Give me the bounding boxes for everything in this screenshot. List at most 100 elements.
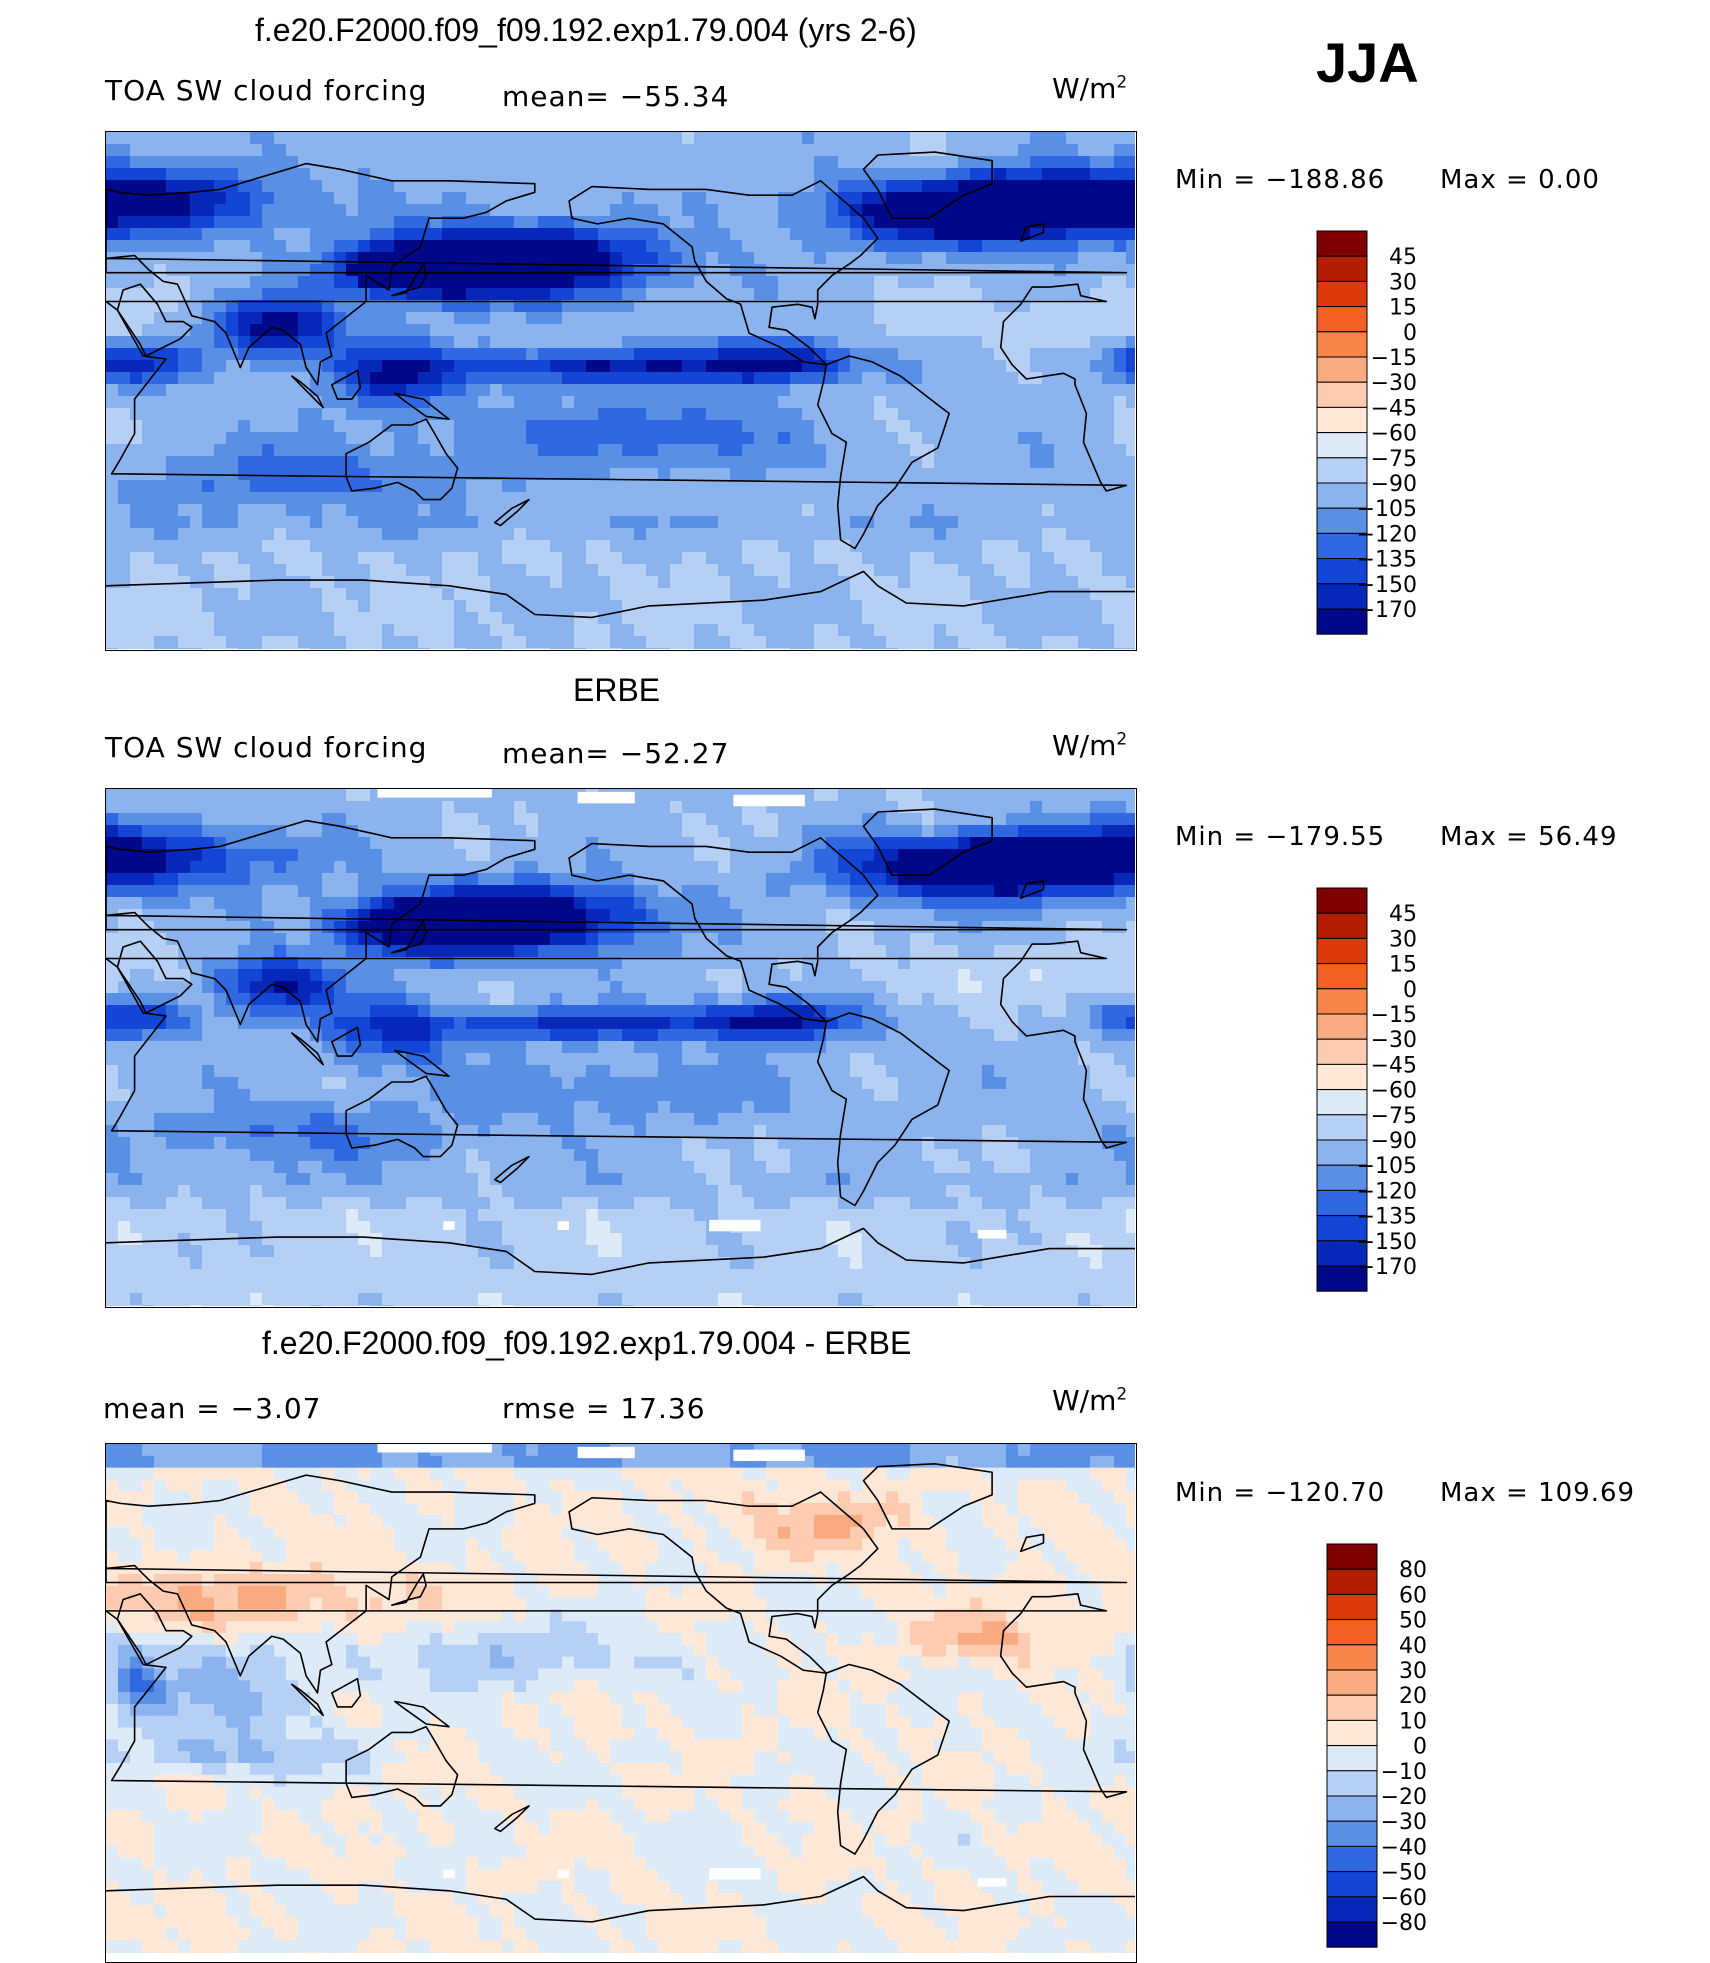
colorbar-swatch (1316, 331, 1368, 358)
colorbar-tick-label: 0 (1413, 1735, 1427, 1760)
colorbar-swatch (1326, 1770, 1378, 1797)
coastline (106, 162, 1128, 386)
panel-3-max-label: Max = 109.69 (1440, 1478, 1636, 1508)
colorbar-tick-label: −20 (1381, 1785, 1427, 1810)
colorbar-swatch (1326, 1745, 1378, 1772)
colorbar-tick-label: −30 (1371, 1028, 1417, 1053)
colorbar-tick-label: −120 (1357, 1179, 1417, 1204)
missing-data-patch (577, 1446, 635, 1459)
missing-data-patch (377, 1444, 492, 1453)
panel-2-field-label: TOA SW cloud forcing (105, 731, 428, 764)
coastline (106, 940, 1128, 1149)
colorbar-swatch (1316, 356, 1368, 383)
panel-2-title: ERBE (573, 672, 661, 708)
panel-3-units: W/m2 (1052, 1384, 1128, 1417)
colorbar-tick-label: 60 (1399, 1583, 1427, 1608)
colorbar-swatch (1316, 1013, 1368, 1040)
colorbar-tick-label: 0 (1403, 978, 1417, 1003)
coastline (493, 1155, 530, 1184)
coastline (106, 1875, 1135, 1923)
coastline (331, 1677, 362, 1708)
missing-data-patch (709, 1219, 761, 1232)
missing-data-patch (977, 1229, 1007, 1239)
colorbar-tick-label: 45 (1389, 245, 1417, 270)
coastline (390, 263, 427, 297)
panel-3-map-field (106, 1444, 1135, 1953)
colorbar-swatch (1316, 558, 1368, 585)
colorbar-tick-label: 80 (1399, 1558, 1427, 1583)
coastline (116, 283, 193, 357)
coastline (345, 418, 459, 501)
panel-1-colorbar: 45 30 15 0 −15 −30 −45 −60 −75 −90 −105 −120 −135 −15… (1316, 230, 1517, 641)
colorbar-swatch (1326, 1896, 1378, 1923)
coastline (568, 1491, 879, 1674)
coastline (106, 570, 1135, 619)
colorbar-swatch (1316, 887, 1368, 914)
coastline (291, 1032, 324, 1066)
colorbar-tick-label: −105 (1357, 1154, 1417, 1179)
coastline (393, 392, 450, 421)
colorbar-swatch (1326, 1871, 1378, 1898)
coastline (816, 1663, 951, 1855)
coastline (862, 808, 993, 876)
colorbar-swatch (1316, 1063, 1368, 1091)
colorbar-swatch (1316, 1139, 1368, 1166)
colorbar-tick-label: −30 (1371, 371, 1417, 396)
colorbar-swatch (1316, 432, 1368, 459)
colorbar-tick-label: −45 (1371, 396, 1417, 421)
missing-data-patch (709, 1868, 761, 1880)
coastline (493, 1805, 530, 1833)
coastline (568, 836, 879, 1023)
colorbar-swatch (1326, 1694, 1378, 1721)
colorbar-swatch (1316, 912, 1368, 939)
missing-data-patch (733, 1449, 805, 1461)
coastline (106, 283, 1128, 492)
coastline (106, 1593, 1128, 1799)
coastline (390, 920, 427, 954)
missing-data-patch (377, 789, 492, 798)
colorbar-swatch (1326, 1619, 1378, 1646)
colorbar-tick-label: −75 (1371, 447, 1417, 472)
colorbar-tick-label: −75 (1371, 1104, 1417, 1129)
coastline (116, 940, 193, 1014)
coastline (1019, 880, 1045, 899)
colorbar-tick-label: 30 (1389, 270, 1417, 295)
colorbar-tick-label: −60 (1371, 1079, 1417, 1104)
colorbar-swatch (1316, 230, 1368, 257)
colorbar-swatch (1316, 937, 1368, 965)
colorbar-tick-label: −10 (1381, 1760, 1427, 1785)
colorbar-swatch (1316, 406, 1368, 434)
colorbar-swatch (1316, 306, 1368, 333)
colorbar-tick-label: −170 (1357, 598, 1417, 623)
coastline (291, 375, 324, 409)
panel-1-map-field (106, 132, 1135, 649)
colorbar-swatch (1316, 988, 1368, 1015)
colorbar-tick-label: 40 (1399, 1634, 1427, 1659)
panel-2-min-label: Min = −179.55 (1175, 822, 1386, 852)
colorbar-tick-label: −120 (1357, 522, 1417, 547)
colorbar-tick-label: 50 (1399, 1609, 1427, 1634)
colorbar-swatch (1316, 608, 1368, 635)
colorbar-swatch (1326, 1568, 1378, 1595)
panel-1-max-label: Max = 0.00 (1440, 165, 1600, 195)
coastline (862, 151, 993, 219)
colorbar-tick-label: −40 (1381, 1835, 1427, 1860)
coastline (1019, 223, 1045, 242)
colorbar-swatch (1326, 1845, 1378, 1873)
colorbar-tick-label: 15 (1389, 296, 1417, 321)
colorbar-swatch (1316, 280, 1368, 308)
coastline (568, 179, 879, 366)
colorbar-swatch (1326, 1593, 1378, 1621)
coastline (116, 1593, 193, 1666)
panel-1-units: W/m2 (1052, 72, 1128, 105)
coastline (1019, 1533, 1045, 1553)
colorbar-swatch (1326, 1820, 1378, 1847)
panel-1-title: f.e20.F2000.f09_f09.192.exp1.79.004 (yrs… (255, 12, 917, 48)
panel-2-mean-label: mean= −52.27 (502, 737, 730, 770)
coastline (291, 1683, 324, 1717)
colorbar-tick-label: −80 (1381, 1911, 1427, 1936)
colorbar-tick-label: 30 (1389, 927, 1417, 952)
colorbar-swatch (1316, 1265, 1368, 1292)
panel-3-title: f.e20.F2000.f09_f09.192.exp1.79.004 - ER… (262, 1325, 912, 1361)
colorbar-swatch (1326, 1921, 1378, 1948)
